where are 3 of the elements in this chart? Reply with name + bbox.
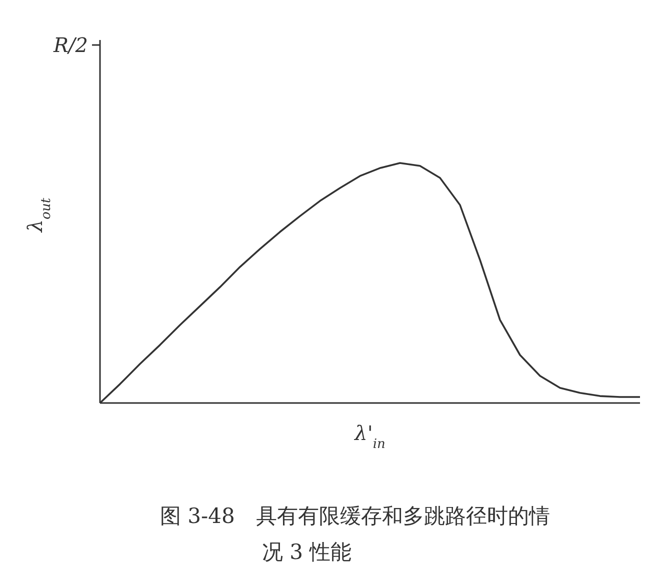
text: 图 3-48 具有有限缓存和多跳路径时的情况 3 性能: [160, 503, 551, 566]
text: R/2: [52, 33, 88, 57]
x-axis-title: λ'$_{in}$: [354, 421, 386, 452]
